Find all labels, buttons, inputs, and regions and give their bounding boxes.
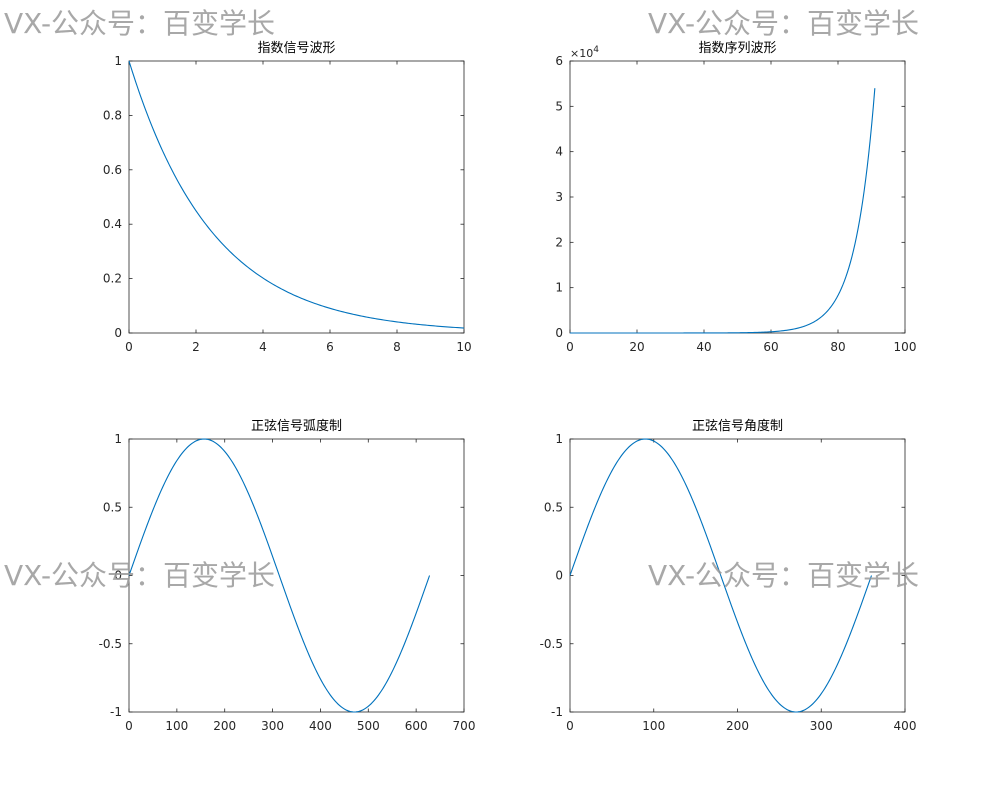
x-tick-label: 100 xyxy=(165,719,188,733)
axes-box xyxy=(128,60,465,334)
subplot-title: 正弦信号角度制 xyxy=(692,418,783,434)
x-tick-label: 4 xyxy=(259,340,267,354)
x-tick-label: 0 xyxy=(566,719,574,733)
y-tick-label: 1 xyxy=(555,432,563,446)
y-tick-label: 1 xyxy=(114,432,122,446)
x-tick-label: 10 xyxy=(456,340,471,354)
x-tick-label: 300 xyxy=(810,719,833,733)
y-tick-label: 0 xyxy=(114,569,122,583)
y-tick-label: 0.4 xyxy=(103,217,122,231)
subplot-title: 正弦信号弧度制 xyxy=(251,418,342,434)
y-tick-label: -1 xyxy=(110,705,122,719)
subplot-4: 0 100 200 300 400 -1 -0.5 0 0.5 1 正弦信号角度制 xyxy=(540,418,917,733)
y-tick-label: 3 xyxy=(555,190,563,204)
x-tick-label: 400 xyxy=(894,719,917,733)
y-exponent-label: ×104 xyxy=(570,45,599,60)
subplot-title: 指数信号波形 xyxy=(257,41,335,56)
x-tick-label: 100 xyxy=(894,340,917,354)
x-tick-label: 200 xyxy=(213,719,236,733)
axes-box xyxy=(569,60,906,334)
x-tick-label: 600 xyxy=(405,719,428,733)
x-tick-label: 8 xyxy=(393,340,401,354)
y-tick-label: 1 xyxy=(555,281,563,295)
subplot-title: 指数序列波形 xyxy=(698,41,776,56)
x-tick-label: 0 xyxy=(125,340,133,354)
x-tick-label: 0 xyxy=(566,340,574,354)
y-tick-label: 4 xyxy=(555,145,563,159)
y-tick-label: 0 xyxy=(114,326,122,340)
y-tick-label: 2 xyxy=(555,235,563,249)
x-tick-label: 500 xyxy=(357,719,380,733)
y-tick-label: 0.8 xyxy=(103,108,122,122)
x-tick-label: 200 xyxy=(726,719,749,733)
x-tick-label: 6 xyxy=(326,340,334,354)
subplot-1: 0 2 4 6 8 10 0 0.2 0.4 0.6 0.8 1 指数信号波形 xyxy=(103,41,472,354)
x-tick-label: 60 xyxy=(763,340,778,354)
y-tick-label: 0.5 xyxy=(544,500,563,514)
series-line xyxy=(128,438,431,713)
axes-box xyxy=(569,438,906,713)
x-tick-label: 100 xyxy=(642,719,665,733)
subplot-3: 0 100 200 300 400 500 600 700 -1 -0.5 0 0.5 1 正弦信号弧度制 xyxy=(99,418,476,733)
y-tick-label: 0 xyxy=(555,569,563,583)
y-tick-label: 5 xyxy=(555,99,563,113)
series-line xyxy=(569,438,873,713)
y-tick-label: -0.5 xyxy=(540,637,563,651)
y-tick-label: 1 xyxy=(114,54,122,68)
x-tick-label: 400 xyxy=(309,719,332,733)
y-tick-label: 0.6 xyxy=(103,163,122,177)
axes-box xyxy=(128,438,465,713)
y-tick-label: -1 xyxy=(551,705,563,719)
x-tick-label: 20 xyxy=(629,340,644,354)
x-tick-label: 40 xyxy=(696,340,711,354)
y-tick-label: -0.5 xyxy=(99,637,122,651)
y-exponent-power: 4 xyxy=(593,45,599,55)
y-exponent-base: ×10 xyxy=(570,47,593,60)
y-tick-label: 0.5 xyxy=(103,500,122,514)
x-tick-label: 80 xyxy=(830,340,845,354)
x-tick-label: 2 xyxy=(192,340,200,354)
x-tick-label: 0 xyxy=(125,719,133,733)
series-line xyxy=(128,60,465,329)
y-tick-label: 0 xyxy=(555,326,563,340)
y-tick-label: 6 xyxy=(555,54,563,68)
y-tick-label: 0.2 xyxy=(103,272,122,286)
series-line xyxy=(570,88,876,334)
x-tick-label: 300 xyxy=(261,719,284,733)
x-tick-label: 700 xyxy=(453,719,476,733)
